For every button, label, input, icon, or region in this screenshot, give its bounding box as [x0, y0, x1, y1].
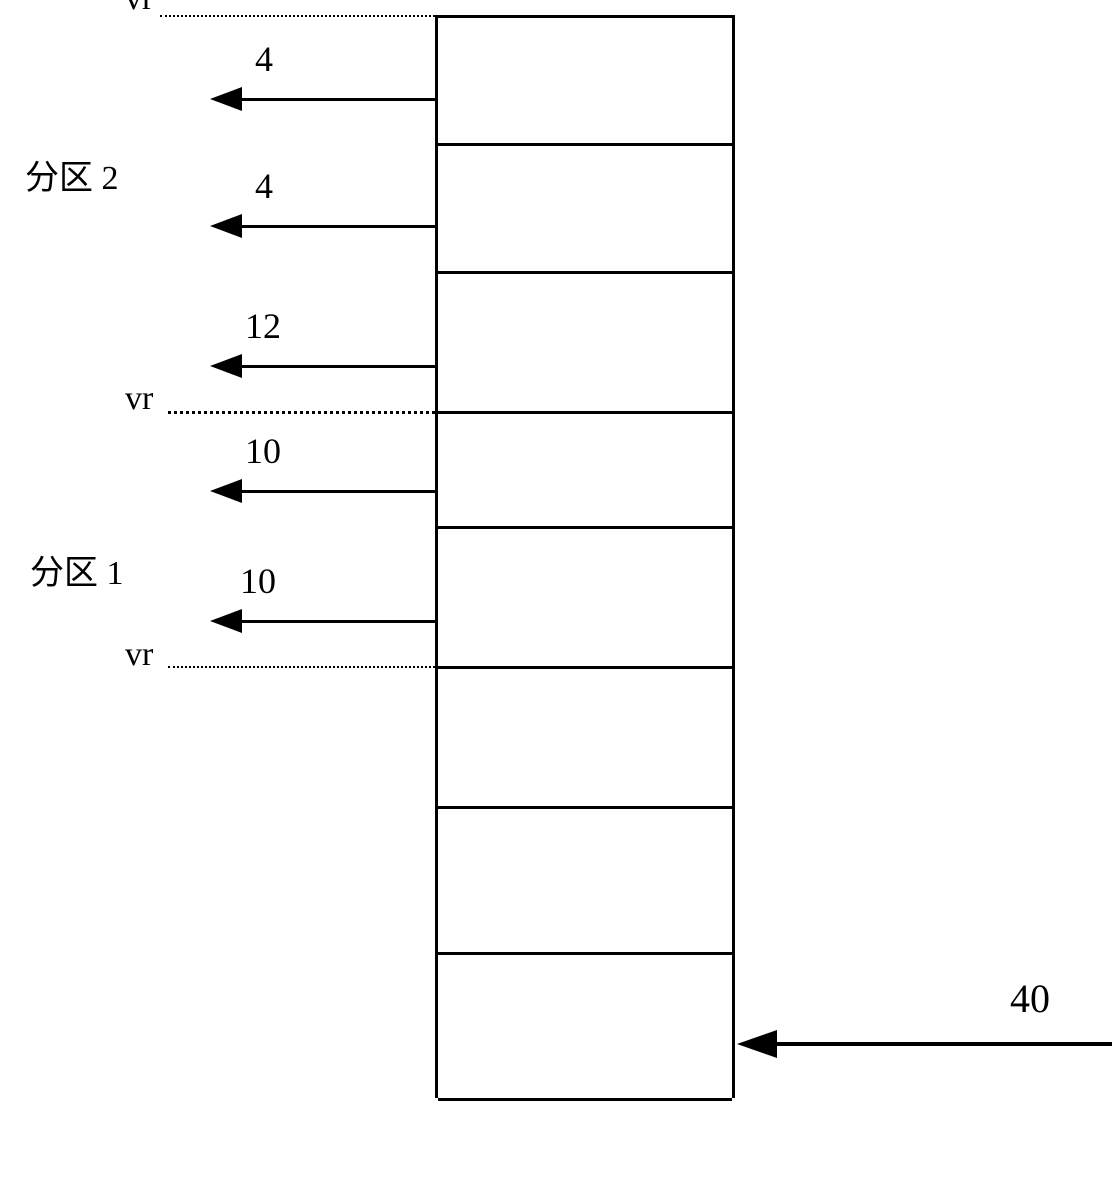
- arrow-value: 12: [245, 305, 281, 347]
- vr-label: vr: [125, 636, 153, 674]
- arrow-left-icon: [210, 609, 242, 633]
- arrow-left-icon: [210, 214, 242, 238]
- stack-cell: [438, 809, 732, 955]
- arrow-line: [238, 98, 435, 101]
- stack-cell: [438, 529, 732, 669]
- vr-label: vr: [125, 380, 153, 418]
- arrow-value: 10: [245, 430, 281, 472]
- arrow-left-icon: [210, 479, 242, 503]
- vr-dotted-line: [168, 411, 435, 414]
- stack-cell: [438, 669, 732, 809]
- arrow-value: 40: [1010, 975, 1050, 1022]
- arrow-line: [238, 620, 435, 623]
- arrow-value: 4: [255, 165, 273, 207]
- vr-dotted-line: [160, 15, 435, 17]
- arrow-line: [238, 225, 435, 228]
- arrow-value: 10: [240, 560, 276, 602]
- stack-cell: [438, 274, 732, 414]
- stack-cell: [438, 414, 732, 529]
- arrow-line: [238, 490, 435, 493]
- partition-label: 分区 2: [25, 150, 119, 199]
- arrow-left-icon: [210, 354, 242, 378]
- stack-cell: [438, 955, 732, 1101]
- arrow-value: 4: [255, 38, 273, 80]
- arrow-left-icon: [737, 1030, 777, 1058]
- stack-cell: [438, 18, 732, 146]
- partition-label: 分区 1: [30, 545, 124, 594]
- vr-label: vr: [125, 0, 153, 18]
- cell-stack: [435, 15, 735, 1098]
- stack-cell: [438, 146, 732, 274]
- vr-dotted-line: [168, 666, 435, 668]
- arrow-left-icon: [210, 87, 242, 111]
- arrow-line: [238, 365, 435, 368]
- arrow-line: [775, 1042, 1112, 1046]
